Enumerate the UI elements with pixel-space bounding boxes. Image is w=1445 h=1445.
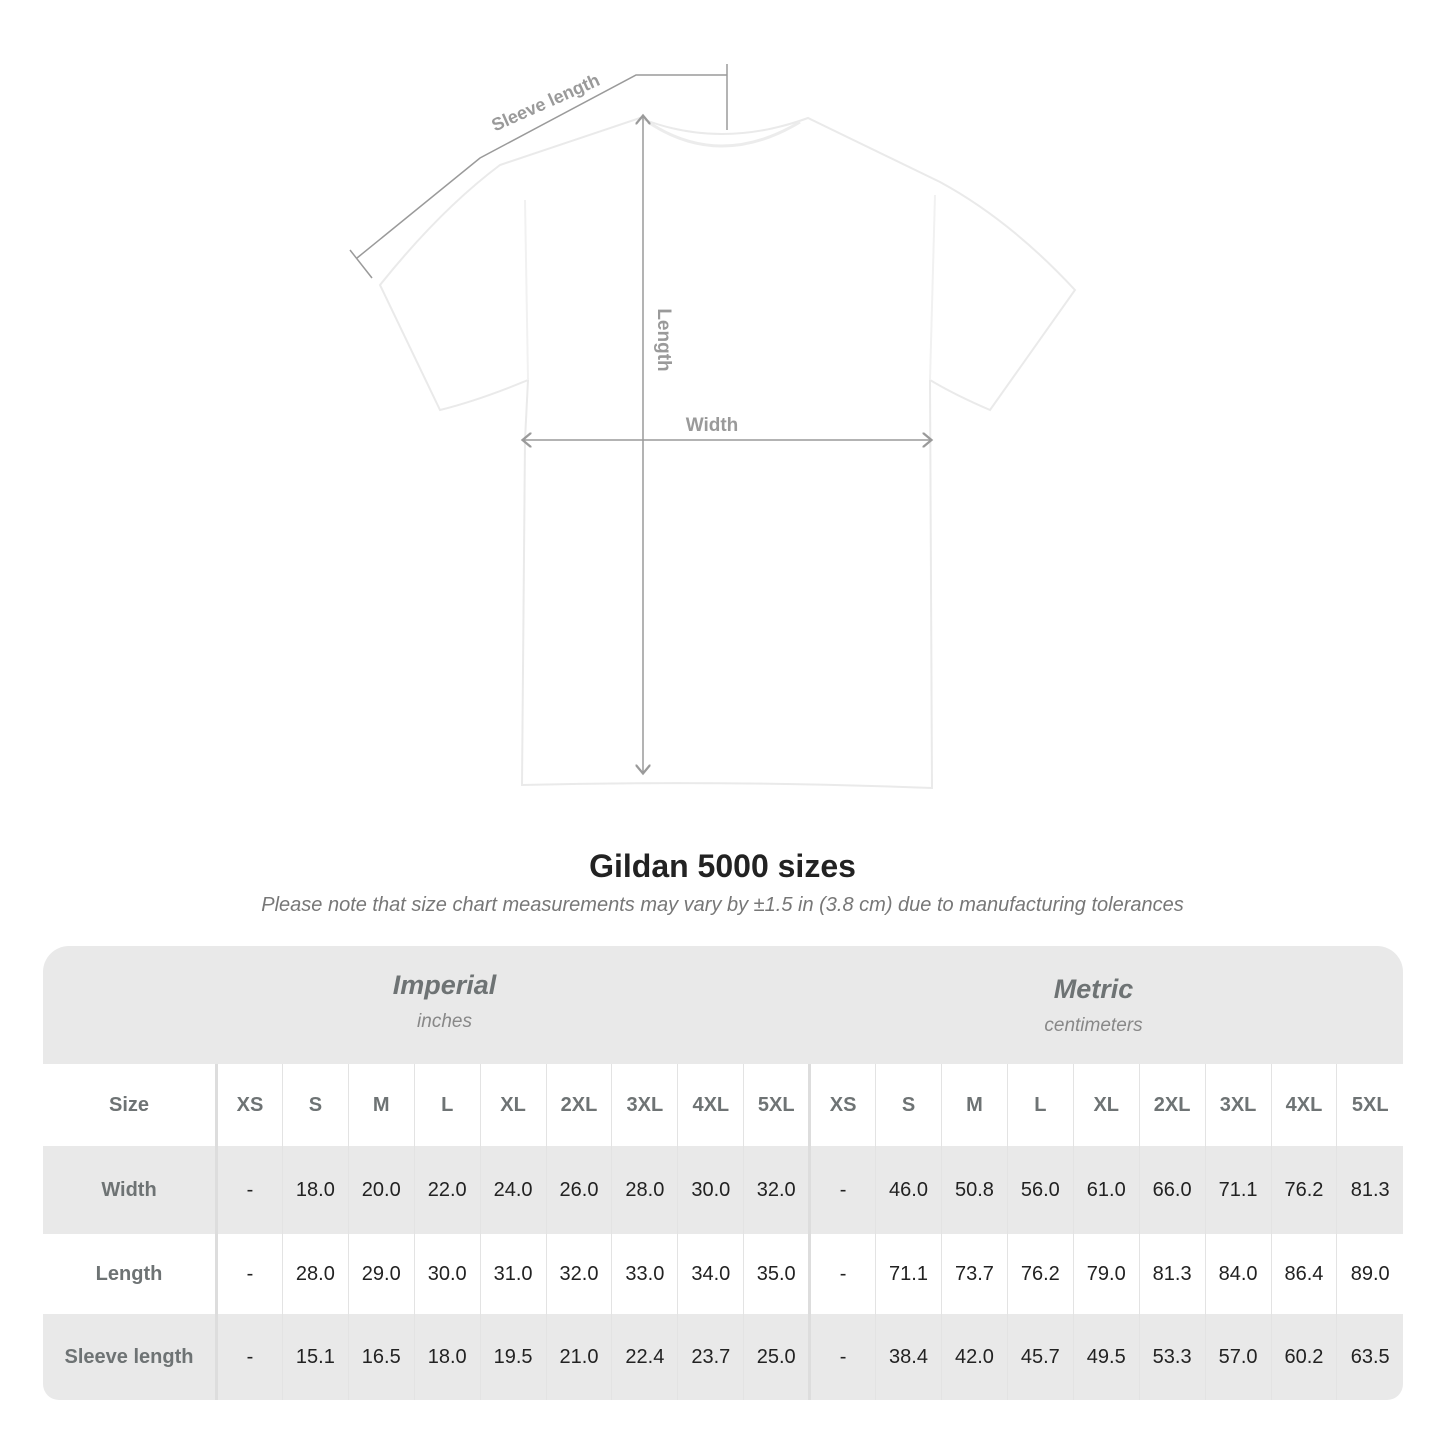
imperial-value-cell: 33.0 — [611, 1234, 678, 1314]
unit-header: Imperial inches Metric centimeters — [43, 946, 1403, 1064]
metric-value-cell: 76.2 — [1006, 1234, 1074, 1314]
metric-value-cell: 86.4 — [1270, 1234, 1337, 1314]
metric-value-cell: 49.5 — [1072, 1314, 1140, 1400]
metric-size-5xl: 5XL — [1336, 1064, 1403, 1146]
metric-size-3xl: 3XL — [1204, 1064, 1271, 1146]
metric-value-cell: 45.7 — [1006, 1314, 1074, 1400]
size-label: Size — [43, 1064, 218, 1146]
metric-size-xs: XS — [808, 1064, 876, 1146]
metric-value-cell: 73.7 — [940, 1234, 1008, 1314]
metric-value-cell: 71.1 — [1204, 1146, 1271, 1234]
imperial-value-cell: - — [216, 1314, 283, 1400]
tolerance-note: Please note that size chart measurements… — [261, 894, 1184, 916]
imperial-value-cell: 15.1 — [281, 1314, 349, 1400]
metric-value-cell: 79.0 — [1072, 1234, 1140, 1314]
imperial-value-cell: 28.0 — [611, 1146, 678, 1234]
imperial-unit: inches — [417, 1011, 472, 1032]
metric-value-cell: 84.0 — [1204, 1234, 1271, 1314]
imperial-value-cell: 34.0 — [677, 1234, 744, 1314]
imperial-size-xs: XS — [216, 1064, 283, 1146]
imperial-title: Imperial — [392, 970, 497, 1000]
tshirt-diagram: Sleeve length Length Width — [349, 64, 1077, 790]
size-table: Imperial inches Metric centimeters Size X… — [43, 946, 1403, 1400]
metric-value-cell: 56.0 — [1006, 1146, 1074, 1234]
imperial-value-cell: 16.5 — [347, 1314, 415, 1400]
metric-value-cell: 81.3 — [1138, 1234, 1206, 1314]
metric-value-cell: 66.0 — [1138, 1146, 1206, 1234]
imperial-value-cell: 35.0 — [743, 1234, 810, 1314]
row-label: Length — [43, 1234, 218, 1314]
imperial-value-cell: 32.0 — [545, 1234, 612, 1314]
table-row: Sleeve length -15.1 16.5 18.0 19.5 21.0 22.4 23… — [43, 1314, 1403, 1400]
metric-size-m: M — [940, 1064, 1008, 1146]
imperial-value-cell: 18.0 — [281, 1146, 349, 1234]
metric-unit: centimeters — [1044, 1015, 1143, 1036]
imperial-size-5xl: 5XL — [743, 1064, 810, 1146]
metric-value-cell: 57.0 — [1204, 1314, 1271, 1400]
metric-header: Metric centimeters — [810, 974, 1377, 1037]
metric-value-cell: 61.0 — [1072, 1146, 1140, 1234]
metric-size-2xl: 2XL — [1138, 1064, 1206, 1146]
imperial-value-cell: 22.0 — [413, 1146, 481, 1234]
size-grid: Size XS S M L XL 2XL 3XL 4XL 5XL XS S M L XL 2XL 3XL 4XL 5… — [43, 1064, 1403, 1400]
metric-value-cell: - — [808, 1314, 876, 1400]
metric-value-cell: - — [808, 1146, 876, 1234]
metric-value-cell: 81.3 — [1336, 1146, 1403, 1234]
imperial-header: Imperial inches — [217, 970, 672, 1033]
table-row: Width -18.0 20.0 22.0 24.0 26.0 28.0 30.0 32.0-4… — [43, 1146, 1403, 1234]
imperial-size-l: L — [413, 1064, 481, 1146]
imperial-value-cell: - — [216, 1146, 283, 1234]
imperial-size-2xl: 2XL — [545, 1064, 612, 1146]
width-label: Width — [686, 415, 739, 436]
imperial-value-cell: 32.0 — [743, 1146, 810, 1234]
page-title: Gildan 5000 sizes — [589, 848, 856, 884]
imperial-value-cell: - — [216, 1234, 283, 1314]
imperial-size-s: S — [281, 1064, 349, 1146]
metric-value-cell: 50.8 — [940, 1146, 1008, 1234]
metric-value-cell: 60.2 — [1270, 1314, 1337, 1400]
imperial-value-cell: 24.0 — [479, 1146, 547, 1234]
imperial-value-cell: 30.0 — [413, 1234, 481, 1314]
metric-size-s: S — [875, 1064, 942, 1146]
imperial-value-cell: 18.0 — [413, 1314, 481, 1400]
metric-value-cell: 71.1 — [875, 1234, 942, 1314]
imperial-value-cell: 29.0 — [347, 1234, 415, 1314]
imperial-value-cell: 30.0 — [677, 1146, 744, 1234]
tshirt-shape — [378, 116, 1077, 790]
metric-value-cell: - — [808, 1234, 876, 1314]
metric-value-cell: 63.5 — [1336, 1314, 1403, 1400]
imperial-value-cell: 26.0 — [545, 1146, 612, 1234]
imperial-value-cell: 25.0 — [743, 1314, 810, 1400]
row-label: Width — [43, 1146, 218, 1234]
metric-value-cell: 89.0 — [1336, 1234, 1403, 1314]
table-row: Length -28.0 29.0 30.0 31.0 32.0 33.0 34.0 35.0-… — [43, 1234, 1403, 1314]
imperial-value-cell: 19.5 — [479, 1314, 547, 1400]
metric-value-cell: 42.0 — [940, 1314, 1008, 1400]
size-header-row: Size XS S M L XL 2XL 3XL 4XL 5XL XS S M L XL 2XL 3XL 4XL 5… — [43, 1064, 1403, 1146]
imperial-value-cell: 28.0 — [281, 1234, 349, 1314]
imperial-value-cell: 22.4 — [611, 1314, 678, 1400]
imperial-size-4xl: 4XL — [677, 1064, 744, 1146]
metric-title: Metric — [1053, 974, 1134, 1004]
metric-value-cell: 53.3 — [1138, 1314, 1206, 1400]
metric-value-cell: 38.4 — [875, 1314, 942, 1400]
metric-size-l: L — [1006, 1064, 1074, 1146]
imperial-value-cell: 20.0 — [347, 1146, 415, 1234]
imperial-size-3xl: 3XL — [611, 1064, 678, 1146]
imperial-size-m: M — [347, 1064, 415, 1146]
metric-value-cell: 46.0 — [875, 1146, 942, 1234]
metric-size-xl: XL — [1072, 1064, 1140, 1146]
width-dimension: Width — [524, 415, 930, 440]
imperial-value-cell: 31.0 — [479, 1234, 547, 1314]
row-label: Sleeve length — [43, 1314, 218, 1400]
metric-size-4xl: 4XL — [1270, 1064, 1337, 1146]
imperial-value-cell: 21.0 — [545, 1314, 612, 1400]
imperial-size-xl: XL — [479, 1064, 547, 1146]
metric-value-cell: 76.2 — [1270, 1146, 1337, 1234]
length-label: Length — [653, 308, 674, 371]
imperial-value-cell: 23.7 — [677, 1314, 744, 1400]
